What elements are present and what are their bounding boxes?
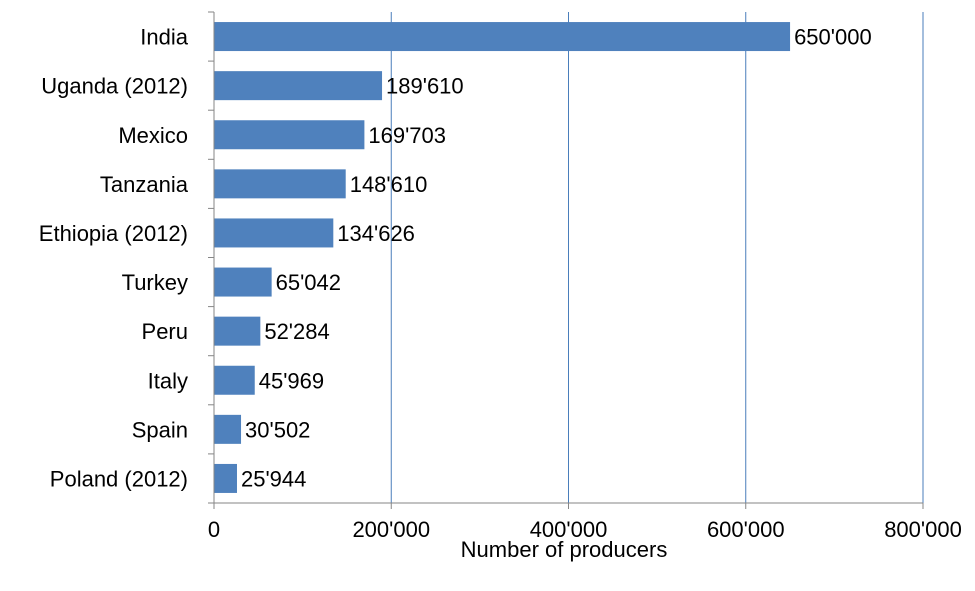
category-label: Turkey bbox=[122, 270, 188, 295]
value-label: 189'610 bbox=[386, 74, 464, 99]
value-label: 169'703 bbox=[368, 123, 446, 148]
bar bbox=[214, 120, 365, 150]
category-label: Italy bbox=[148, 368, 188, 393]
bar bbox=[214, 316, 261, 346]
category-label: Tanzania bbox=[100, 172, 189, 197]
category-label: Mexico bbox=[118, 123, 188, 148]
value-labels: 650'000 189'610 169'703 148'610 134'626 65'04… bbox=[241, 25, 872, 492]
bar bbox=[214, 267, 272, 297]
value-label: 30'502 bbox=[245, 417, 310, 442]
value-label: 65'042 bbox=[276, 270, 341, 295]
x-axis-title: Number of producers bbox=[461, 537, 668, 562]
x-tick-label: 800'000 bbox=[884, 517, 962, 542]
bar bbox=[214, 218, 334, 248]
bar bbox=[214, 22, 791, 52]
value-label: 52'284 bbox=[264, 319, 329, 344]
category-label: Ethiopia (2012) bbox=[39, 221, 188, 246]
category-labels: India Uganda (2012) Mexico Tanzania Ethiopia… bbox=[39, 25, 189, 492]
category-label: Uganda (2012) bbox=[41, 74, 188, 99]
value-label: 25'944 bbox=[241, 466, 306, 491]
x-tick-labels: 0 200'000 400'000 600'000 800'000 bbox=[208, 517, 962, 542]
bar bbox=[214, 414, 242, 444]
category-label: India bbox=[140, 25, 188, 50]
bar bbox=[214, 169, 346, 199]
value-label: 45'969 bbox=[259, 368, 324, 393]
x-tick-label: 400'000 bbox=[530, 517, 608, 542]
category-label: Spain bbox=[132, 417, 188, 442]
category-label: Peru bbox=[142, 319, 188, 344]
value-label: 650'000 bbox=[794, 25, 872, 50]
axes bbox=[208, 11, 924, 509]
category-label: Poland (2012) bbox=[50, 466, 188, 491]
value-label: 134'626 bbox=[337, 221, 415, 246]
x-tick-label: 0 bbox=[208, 517, 220, 542]
x-tick-label: 200'000 bbox=[352, 517, 430, 542]
bar bbox=[214, 365, 255, 395]
value-label: 148'610 bbox=[350, 172, 428, 197]
x-tick-label: 600'000 bbox=[707, 517, 785, 542]
bars bbox=[214, 22, 791, 493]
grid-lines bbox=[390, 12, 924, 503]
bar bbox=[214, 71, 383, 101]
bar bbox=[214, 463, 237, 493]
